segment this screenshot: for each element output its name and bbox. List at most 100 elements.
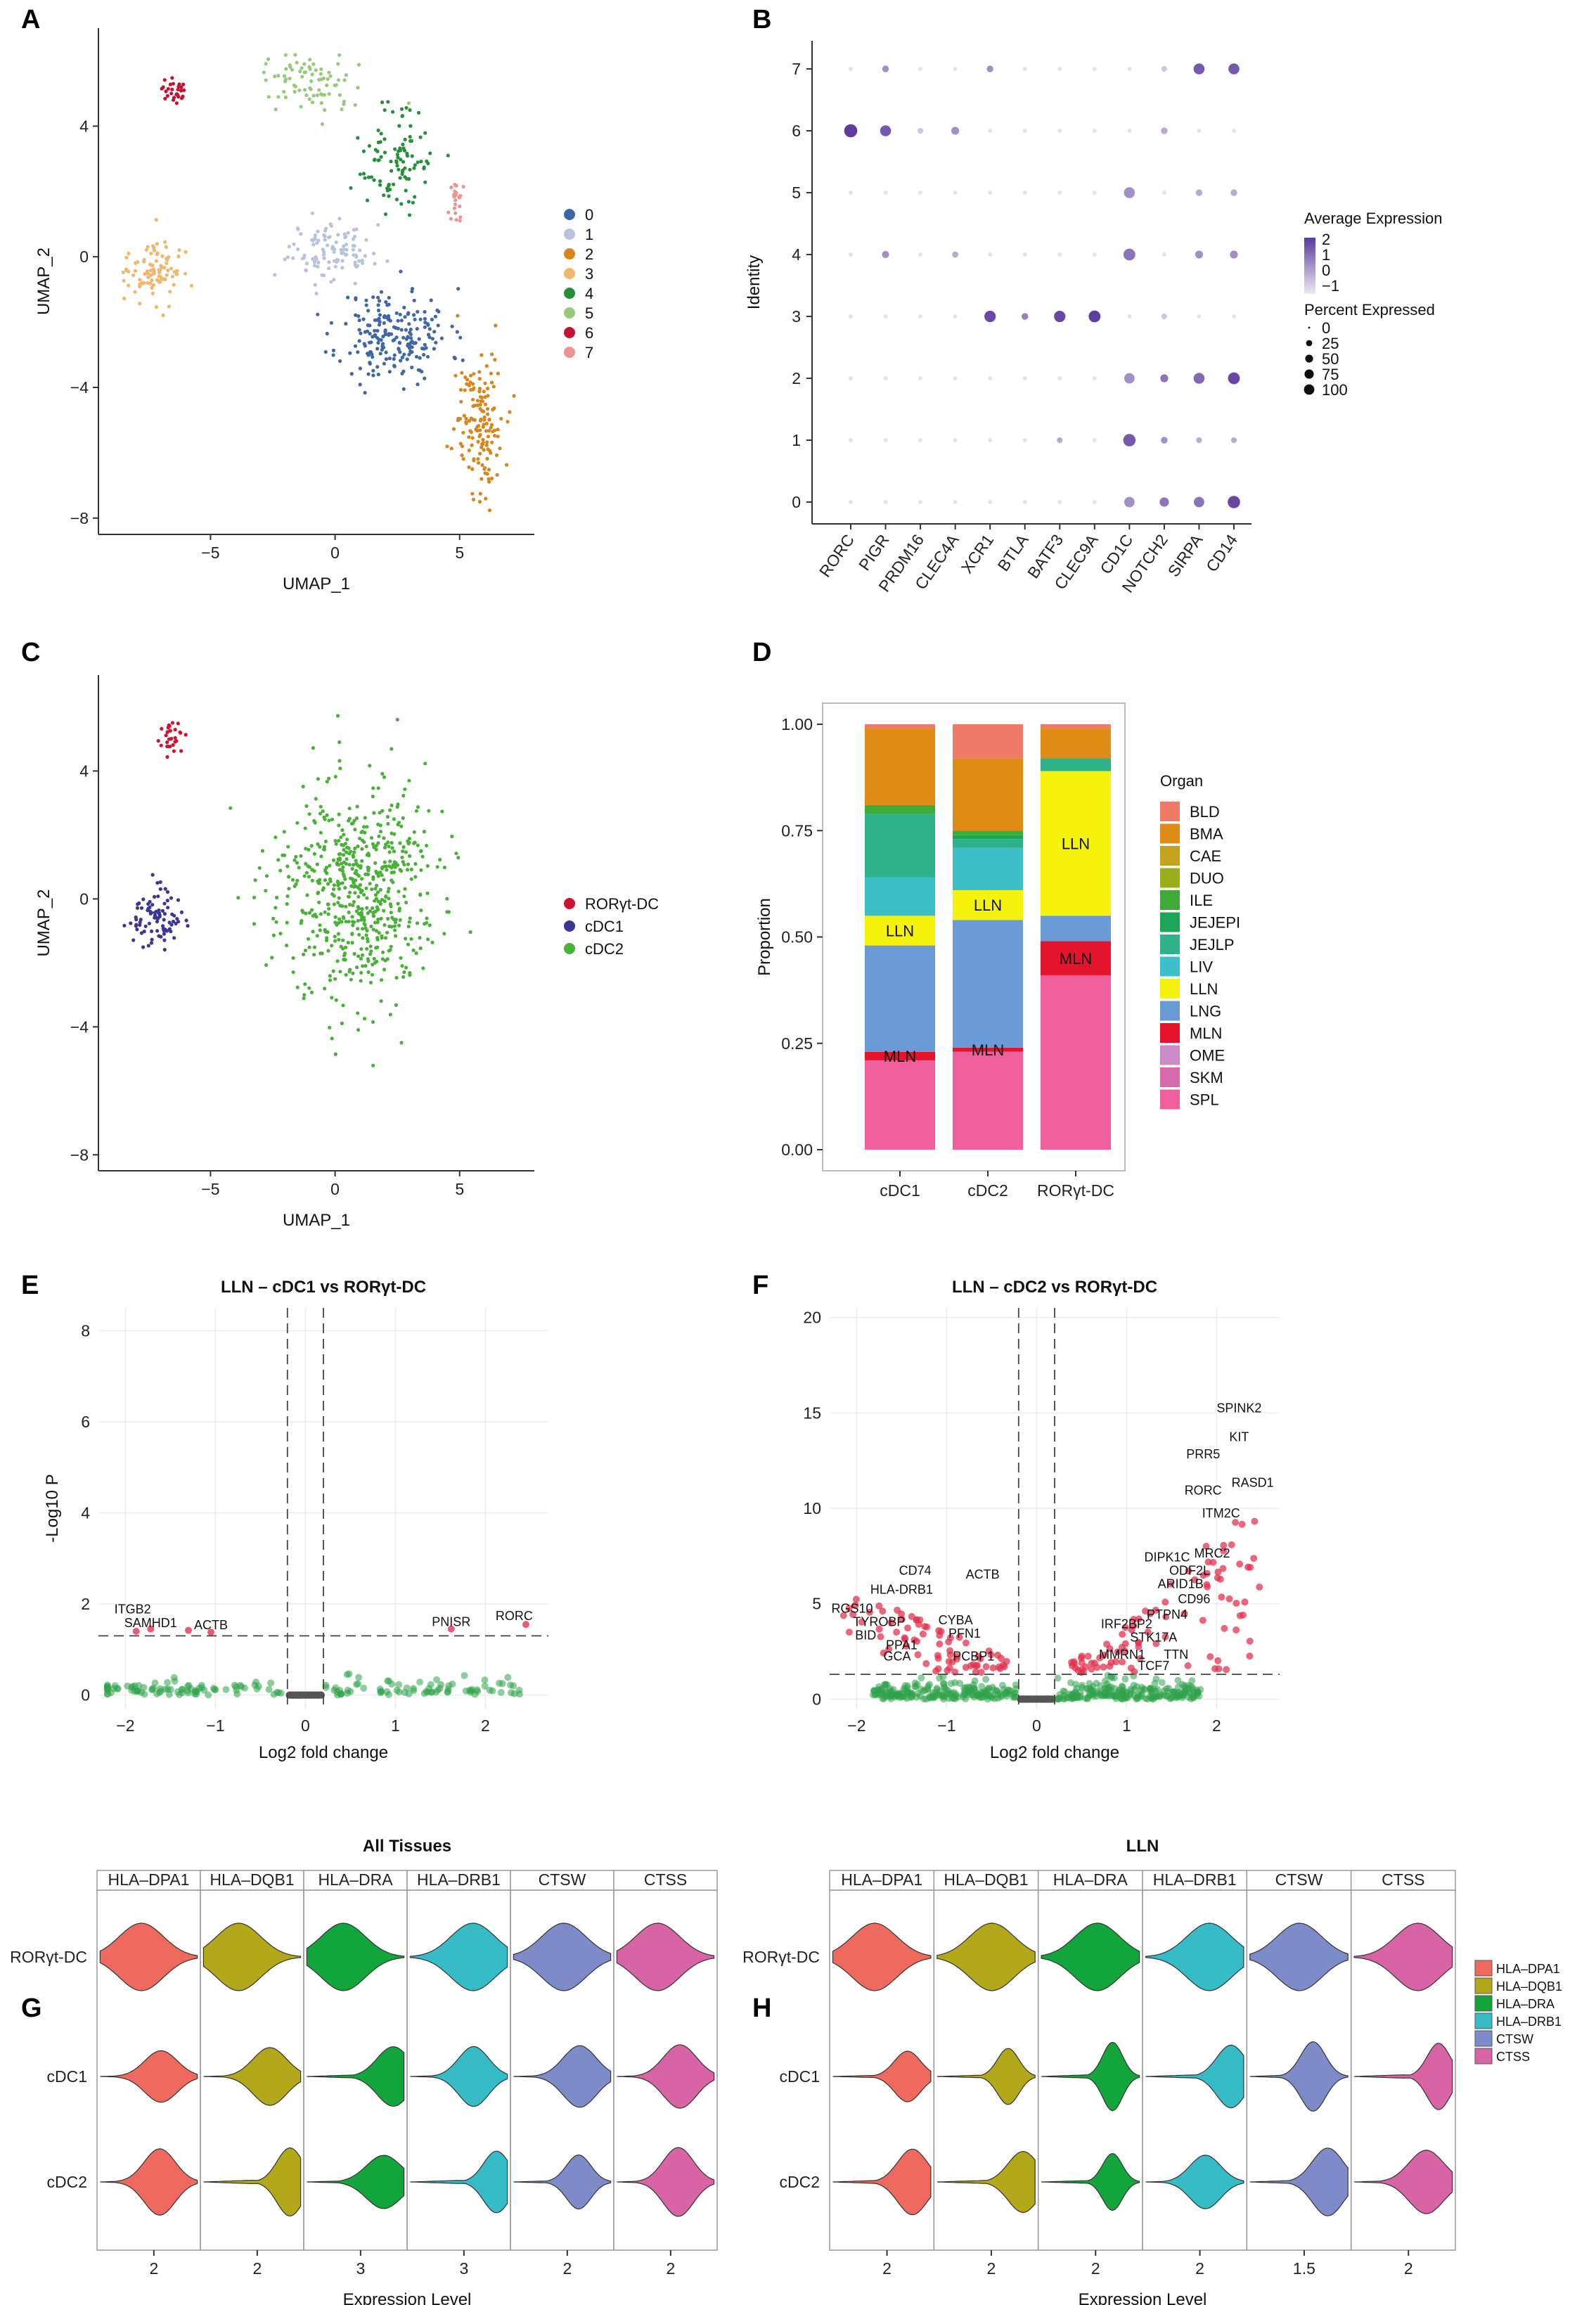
legend-key [1160, 1023, 1180, 1043]
pct-legend-dot [1305, 354, 1313, 363]
cell-point [353, 846, 357, 851]
cell-point [482, 423, 486, 427]
cell-point [487, 477, 491, 481]
cell-point [362, 840, 366, 845]
cell-point [302, 996, 306, 1001]
gene-label: RASD1 [1232, 1476, 1274, 1490]
cell-point [302, 256, 306, 260]
sig-point [851, 1601, 859, 1609]
cell-point [400, 371, 404, 375]
cell-point [460, 371, 464, 375]
gene-label: CYBA [939, 1613, 973, 1627]
cell-point [354, 909, 359, 913]
cell-point [413, 861, 418, 866]
cell-point [475, 399, 480, 403]
cell-point [333, 935, 337, 939]
cell-point [316, 229, 320, 233]
sig-point [914, 1651, 922, 1659]
sig-point [934, 1652, 941, 1659]
cell-point [449, 217, 453, 221]
cell-point [442, 866, 447, 870]
cell-point [342, 102, 346, 106]
sig-point [951, 1668, 959, 1676]
nonsig-point [481, 1676, 489, 1684]
sig-point [1214, 1574, 1221, 1581]
cell-point [335, 959, 340, 963]
gene-label: RGS10 [831, 1602, 873, 1616]
cell-point [323, 927, 327, 932]
cell-point [413, 163, 418, 167]
cell-point [375, 937, 380, 942]
legend-label: CTSW [1496, 2032, 1533, 2046]
cell-point [316, 842, 320, 847]
cell-point [368, 361, 372, 365]
cell-point [388, 902, 392, 906]
cell-point [285, 920, 289, 925]
cell-point [399, 319, 404, 323]
nonsig-point [171, 1677, 179, 1685]
y-tick-label: 3 [792, 307, 801, 326]
violin-shape [1041, 2152, 1140, 2211]
cell-point [143, 272, 147, 276]
cell-point [345, 857, 349, 861]
cell-point [375, 890, 380, 894]
cell-point [320, 273, 324, 277]
cell-point [425, 159, 429, 163]
cell-point [352, 863, 356, 867]
dot-point [918, 314, 923, 319]
violin-shape [409, 1922, 508, 1991]
gene-label: ODF2L [1169, 1563, 1210, 1577]
nonsig-point [926, 1695, 934, 1702]
facet-label: CTSS [644, 1870, 687, 1889]
x-tick-label: −5 [201, 544, 219, 562]
sig-point [1161, 1633, 1169, 1641]
legend-label: HLA–DPA1 [1496, 1962, 1560, 1976]
cell-point [146, 275, 150, 279]
cell-point [348, 351, 352, 355]
cell-point [378, 352, 382, 356]
cell-point [454, 218, 458, 222]
cell-point [445, 910, 449, 914]
cell-point [450, 834, 454, 839]
cell-point [338, 852, 342, 856]
cell-point [487, 468, 491, 472]
sig-point [1202, 1543, 1210, 1550]
cell-point [313, 821, 317, 825]
cell-point [174, 921, 178, 926]
cell-point [371, 786, 375, 790]
cell-point [382, 775, 387, 779]
cell-point [412, 313, 416, 317]
violin-shape [1145, 1922, 1244, 1991]
cell-point [304, 847, 308, 851]
violin-shape [832, 1922, 932, 1991]
sig-point [1144, 1629, 1152, 1636]
cell-point [470, 382, 475, 386]
sig-point [1180, 1610, 1188, 1617]
sig-point [1246, 1652, 1254, 1660]
nonsig-point [1017, 1695, 1025, 1703]
cell-point [462, 413, 466, 418]
avg-expression-tick: 1 [1322, 246, 1330, 264]
cell-point [395, 717, 399, 721]
bar-segment [953, 847, 1023, 890]
cell-point [350, 941, 354, 945]
dot-point [880, 125, 892, 136]
dot-point [1057, 129, 1062, 133]
cell-point [378, 183, 382, 187]
cell-point [371, 795, 375, 799]
x-tick-label: 1.5 [1293, 2259, 1315, 2278]
cell-point [364, 933, 368, 937]
cell-point [480, 463, 484, 468]
cell-point [374, 847, 378, 852]
cell-point [165, 94, 169, 98]
dot-point [1092, 500, 1097, 504]
cell-point [406, 200, 411, 204]
cell-point [270, 956, 274, 960]
legend-key [1474, 1995, 1493, 2012]
cell-point [396, 822, 400, 827]
cell-point [163, 240, 167, 244]
gene-label: TYROBP [853, 1615, 905, 1629]
sig-point [879, 1607, 887, 1615]
panel-label: G [21, 1993, 42, 2023]
cell-point [398, 868, 402, 872]
